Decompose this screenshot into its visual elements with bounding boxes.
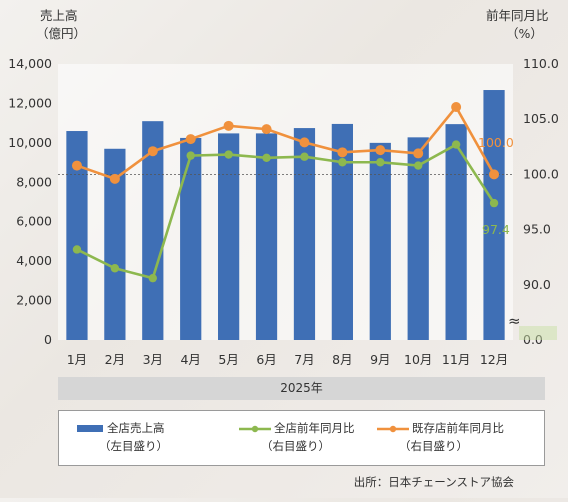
point-existing-2月 [109,173,120,184]
legend-label-green: 全店前年同月比 [274,421,355,435]
legend-label-bar: 全店売上高 [107,421,165,435]
point-all-5月 [224,150,233,159]
right-axis-break: ≈ [508,312,521,330]
label-last-all: 97.4 [482,222,510,237]
point-existing-12月 [489,169,500,180]
point-existing-10月 [413,148,424,159]
left-tick-label: 12,000 [8,95,52,110]
point-existing-8月 [337,147,348,158]
x-tick-label: 11月 [442,352,470,367]
left-tick-label: 4,000 [16,253,52,268]
bar-10月 [407,137,429,340]
legend-sub-bar: （左目盛り） [99,439,168,453]
left-axis-title-1: 売上高 [40,8,78,23]
x-axis-title: 2025年 [58,377,545,400]
legend-item-orange: 既存店前年同月比 （右目盛り） [377,419,504,455]
left-axis-title-2: （億円） [36,26,86,41]
point-all-9月 [376,158,385,167]
bar-4月 [180,137,202,340]
line-existing-store [76,104,496,181]
point-existing-3月 [147,146,158,157]
right-tick-label: 95.0 [523,222,551,237]
point-existing-5月 [223,120,234,131]
right-tick-label: 90.0 [523,277,551,292]
x-tick-label: 7月 [294,352,314,367]
left-tick-label: 6,000 [16,214,52,229]
x-tick-label: 5月 [218,352,238,367]
point-all-7月 [300,152,309,161]
bar-3月 [142,121,164,341]
x-tick-label: 6月 [256,352,276,367]
bar-8月 [331,123,353,340]
legend-swatch-bar [77,425,103,432]
bar-11月 [445,124,467,340]
bar-1月 [66,131,88,340]
legend-sub-green: （右目盛り） [261,439,330,453]
source-note: 出所：日本チェーンストア協会 [353,475,514,489]
plot-area [58,64,513,340]
x-tick-label: 1月 [67,352,87,367]
bar-5月 [218,133,240,340]
point-existing-7月 [299,137,310,148]
point-all-10月 [414,161,423,170]
point-existing-11月 [451,102,462,113]
x-tick-label: 12月 [480,352,508,367]
bar-2月 [104,148,126,340]
legend: 全店売上高 （左目盛り） 全店前年同月比 （右目盛り） 既存店前年同月比 （右目… [58,410,545,466]
point-all-3月 [148,273,157,283]
x-tick-label: 8月 [332,352,352,367]
right-axis-title-1: 前年同月比 [486,8,549,23]
x-tick-label: 2月 [105,352,125,367]
legend-sub-orange: （右目盛り） [399,439,468,453]
x-tick-label: 9月 [370,352,390,367]
point-existing-9月 [375,145,386,156]
point-all-11月 [451,140,461,149]
legend-swatch-orange [377,425,409,432]
right-axis-zero-band [519,326,557,340]
label-last-existing: 100.0 [478,135,514,150]
left-tick-label: 14,000 [8,56,52,71]
legend-label-orange: 既存店前年同月比 [412,421,504,435]
left-tick-label: 0 [44,332,52,347]
point-all-12月 [489,198,499,208]
left-tick-label: 2,000 [16,293,52,308]
legend-item-bar: 全店売上高 （左目盛り） [77,419,168,455]
point-all-4月 [186,151,195,160]
right-tick-label: 100.0 [523,166,559,181]
bar-12月 [483,90,505,340]
x-tick-label: 3月 [143,352,163,367]
point-all-6月 [262,153,271,163]
x-tick-label: 10月 [404,352,432,367]
right-tick-label: 105.0 [523,111,559,126]
x-tick-label: 4月 [180,352,200,367]
bar-6月 [255,133,278,340]
point-all-2月 [110,264,120,273]
legend-swatch-green [239,425,271,432]
bar-7月 [293,128,316,340]
line-all-store [76,142,496,280]
left-tick-label: 10,000 [8,135,52,150]
point-all-8月 [338,158,347,167]
right-tick-label: 110.0 [523,56,559,71]
point-all-1月 [72,245,82,254]
right-axis-title-2: （%） [506,26,543,41]
point-existing-4月 [185,134,196,145]
point-existing-1月 [71,160,82,171]
bar-9月 [369,142,391,340]
point-existing-6月 [261,124,272,135]
legend-item-green: 全店前年同月比 （右目盛り） [239,419,355,455]
left-tick-label: 8,000 [16,174,52,189]
